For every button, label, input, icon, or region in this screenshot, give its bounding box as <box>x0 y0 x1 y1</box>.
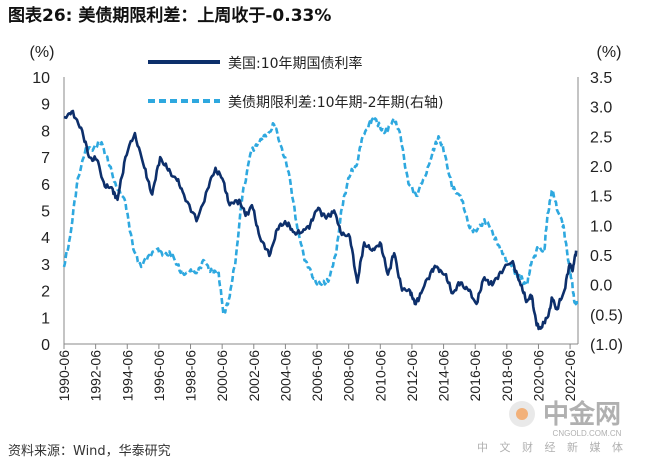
left-y-tick-label: 6 <box>41 177 50 194</box>
right-y-tick-label: (1.0) <box>590 337 623 354</box>
right-y-tick-label: 2.5 <box>590 129 612 146</box>
left-y-tick-label: 0 <box>41 337 50 354</box>
watermark-logo-core-icon <box>516 408 528 420</box>
left-y-tick-label: 9 <box>41 97 50 114</box>
watermark-title: 中金网 <box>543 399 621 430</box>
left-y-tick-label: 3 <box>41 257 50 274</box>
watermark-tagline: 中 文 财 经 新 媒 体 <box>477 440 627 454</box>
watermark-url: CNGOLD.COM.CN <box>553 429 622 438</box>
x-tick-label: 2006-06 <box>309 350 325 402</box>
x-tick-label: 1990-06 <box>56 350 72 402</box>
x-axis: 1990-06 1992-06 1994-06 1996-06 1998-06 2000-… <box>56 344 578 401</box>
plot-area <box>62 109 579 331</box>
right-y-tick-label: 3.0 <box>590 100 612 117</box>
left-y-tick-label: 2 <box>41 284 50 301</box>
x-tick-label: 2002-06 <box>246 350 262 402</box>
right-axis-unit: (%) <box>597 44 622 61</box>
left-y-tick-label: 5 <box>41 204 50 221</box>
right-y-tick-label: 0.0 <box>590 278 612 295</box>
x-tick-label: 1996-06 <box>151 350 167 402</box>
x-tick-label: 1994-06 <box>119 350 135 402</box>
chart-title: 图表26: 美债期限利差：上周收于-0.33% <box>8 5 331 26</box>
right-y-tick-label: 3.5 <box>590 70 612 87</box>
left-y-axis: 0 1 2 3 4 5 6 7 8 9 10 <box>32 70 50 354</box>
x-tick-label: 1992-06 <box>88 350 104 402</box>
left-y-tick-label: 1 <box>41 310 50 327</box>
right-y-tick-label: 1.0 <box>590 218 612 235</box>
left-y-tick-label: 7 <box>41 150 50 167</box>
x-tick-label: 2014-06 <box>436 350 452 402</box>
series-line-term-spread <box>62 117 579 316</box>
x-tick-label: 2010-06 <box>372 350 388 402</box>
series-line-treasury-10y <box>63 109 578 331</box>
x-tick-label: 2016-06 <box>467 350 483 402</box>
left-y-tick-label: 8 <box>41 123 50 140</box>
x-tick-label: 2022-06 <box>562 350 578 402</box>
right-y-tick-label: 1.5 <box>590 189 612 206</box>
x-tick-label: 1998-06 <box>183 350 199 402</box>
right-y-axis: (1.0) (0.5) 0.0 0.5 1.0 1.5 2.0 2.5 3.0 3.5 <box>590 70 623 354</box>
right-y-tick-label: (0.5) <box>590 307 623 324</box>
x-tick-label: 2018-06 <box>499 350 515 402</box>
x-tick-label: 2020-06 <box>530 350 546 402</box>
axis-frame <box>63 77 579 345</box>
left-axis-unit: (%) <box>30 44 55 61</box>
x-tick-label: 2008-06 <box>341 350 357 402</box>
right-y-tick-label: 0.5 <box>590 248 612 265</box>
left-y-tick-label: 4 <box>41 230 50 247</box>
legend-label-term-spread: 美债期限利差:10年期-2年期(右轴) <box>228 95 443 111</box>
x-tick-label: 2004-06 <box>277 350 293 402</box>
legend-label-treasury-10y: 美国:10年期国债利率 <box>228 55 363 72</box>
left-y-tick-label: 10 <box>32 70 50 87</box>
right-y-tick-label: 2.0 <box>590 159 612 176</box>
watermark: 中金网 CNGOLD.COM.CN 中 文 财 经 新 媒 体 <box>477 399 627 454</box>
legend: 美国:10年期国债利率 美债期限利差:10年期-2年期(右轴) <box>148 55 443 111</box>
x-tick-label: 2012-06 <box>404 350 420 402</box>
x-tick-label: 2000-06 <box>214 350 230 402</box>
source-note: 资料来源：Wind，华泰研究 <box>8 444 171 459</box>
